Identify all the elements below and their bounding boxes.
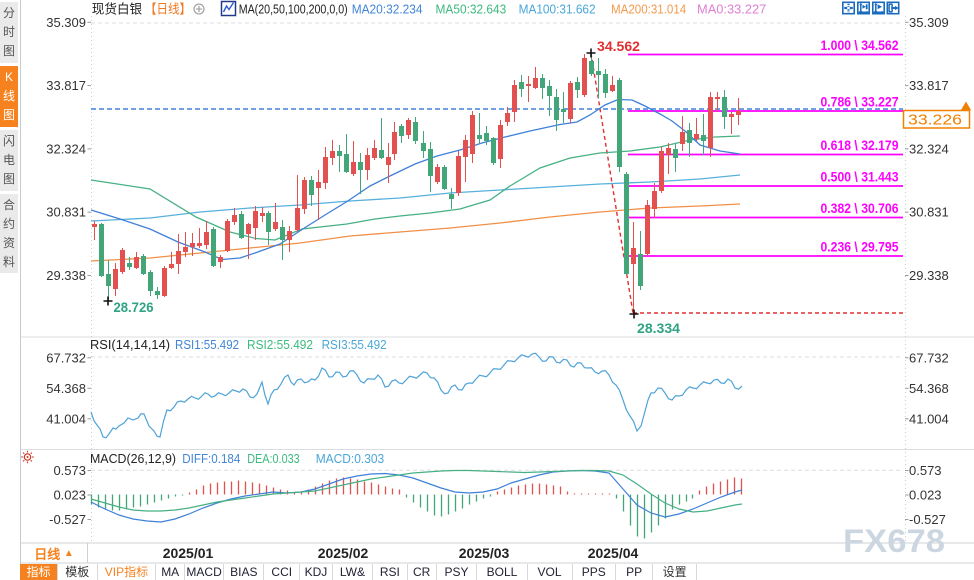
svg-text:现货白银: 现货白银	[92, 2, 142, 17]
svg-text:35.309: 35.309	[909, 15, 949, 30]
svg-text:0.500 \ 31.443: 0.500 \ 31.443	[821, 170, 899, 185]
svg-text:0.786 \ 33.227: 0.786 \ 33.227	[821, 95, 899, 110]
svg-text:DEA:0.033: DEA:0.033	[247, 451, 300, 466]
svg-text:33.817: 33.817	[46, 78, 86, 93]
svg-text:RSI1:55.492: RSI1:55.492	[175, 337, 239, 352]
svg-text:54.368: 54.368	[909, 381, 949, 396]
svg-text:67.732: 67.732	[46, 350, 86, 365]
svg-text:RSI2:55.492: RSI2:55.492	[247, 337, 313, 352]
svg-text:MA(20,50,100,200,0,0): MA(20,50,100,200,0,0)	[239, 2, 348, 17]
svg-text:-0.527: -0.527	[909, 512, 946, 527]
svg-text:MA20:32.234: MA20:32.234	[352, 2, 423, 17]
svg-text:0.382 \ 30.706: 0.382 \ 30.706	[821, 201, 899, 216]
svg-text:28.334: 28.334	[637, 321, 681, 336]
svg-text:29.338: 29.338	[46, 268, 86, 283]
svg-text:1.000 \ 34.562: 1.000 \ 34.562	[821, 38, 899, 53]
svg-text:0.023: 0.023	[53, 488, 86, 503]
svg-text:0.023: 0.023	[909, 488, 942, 503]
svg-text:2025/03: 2025/03	[459, 545, 510, 561]
svg-text:34.562: 34.562	[597, 39, 640, 54]
svg-text:32.324: 32.324	[46, 141, 86, 156]
svg-text:67.732: 67.732	[909, 350, 949, 365]
svg-text:RSI3:55.492: RSI3:55.492	[322, 337, 387, 352]
svg-text:DIFF:0.184: DIFF:0.184	[182, 451, 240, 466]
svg-text:FX678: FX678	[843, 523, 945, 559]
svg-text:35.309: 35.309	[46, 15, 86, 30]
svg-text:0.573: 0.573	[909, 463, 942, 478]
svg-text:33.226: 33.226	[908, 112, 962, 129]
svg-text:2025/04: 2025/04	[588, 545, 639, 561]
svg-text:33.817: 33.817	[909, 78, 949, 93]
svg-text:MA200:31.014: MA200:31.014	[611, 2, 686, 17]
svg-text:MA100:31.662: MA100:31.662	[519, 2, 596, 17]
svg-text:0.618 \ 32.179: 0.618 \ 32.179	[821, 138, 899, 153]
svg-text:28.726: 28.726	[114, 300, 154, 315]
svg-text:30.831: 30.831	[46, 205, 86, 220]
svg-text:29.338: 29.338	[909, 268, 949, 283]
svg-text:【日线】: 【日线】	[145, 2, 191, 17]
svg-text:RSI(14,14,14): RSI(14,14,14)	[90, 337, 170, 352]
svg-text:2025/02: 2025/02	[318, 545, 369, 561]
svg-text:41.004: 41.004	[909, 411, 949, 426]
svg-text:0.236 \ 29.795: 0.236 \ 29.795	[821, 240, 899, 255]
svg-text:MACD:0.303: MACD:0.303	[316, 451, 385, 466]
svg-text:MA50:32.643: MA50:32.643	[436, 2, 507, 17]
svg-text:41.004: 41.004	[46, 411, 86, 426]
svg-text:2025/01: 2025/01	[163, 545, 214, 561]
svg-text:32.324: 32.324	[909, 141, 949, 156]
svg-text:30.831: 30.831	[909, 205, 949, 220]
svg-text:MACD(26,12,9): MACD(26,12,9)	[90, 451, 176, 466]
svg-text:0.573: 0.573	[53, 463, 86, 478]
svg-text:MA0:33.227: MA0:33.227	[697, 2, 766, 17]
svg-text:-0.527: -0.527	[49, 512, 86, 527]
svg-text:54.368: 54.368	[46, 381, 86, 396]
